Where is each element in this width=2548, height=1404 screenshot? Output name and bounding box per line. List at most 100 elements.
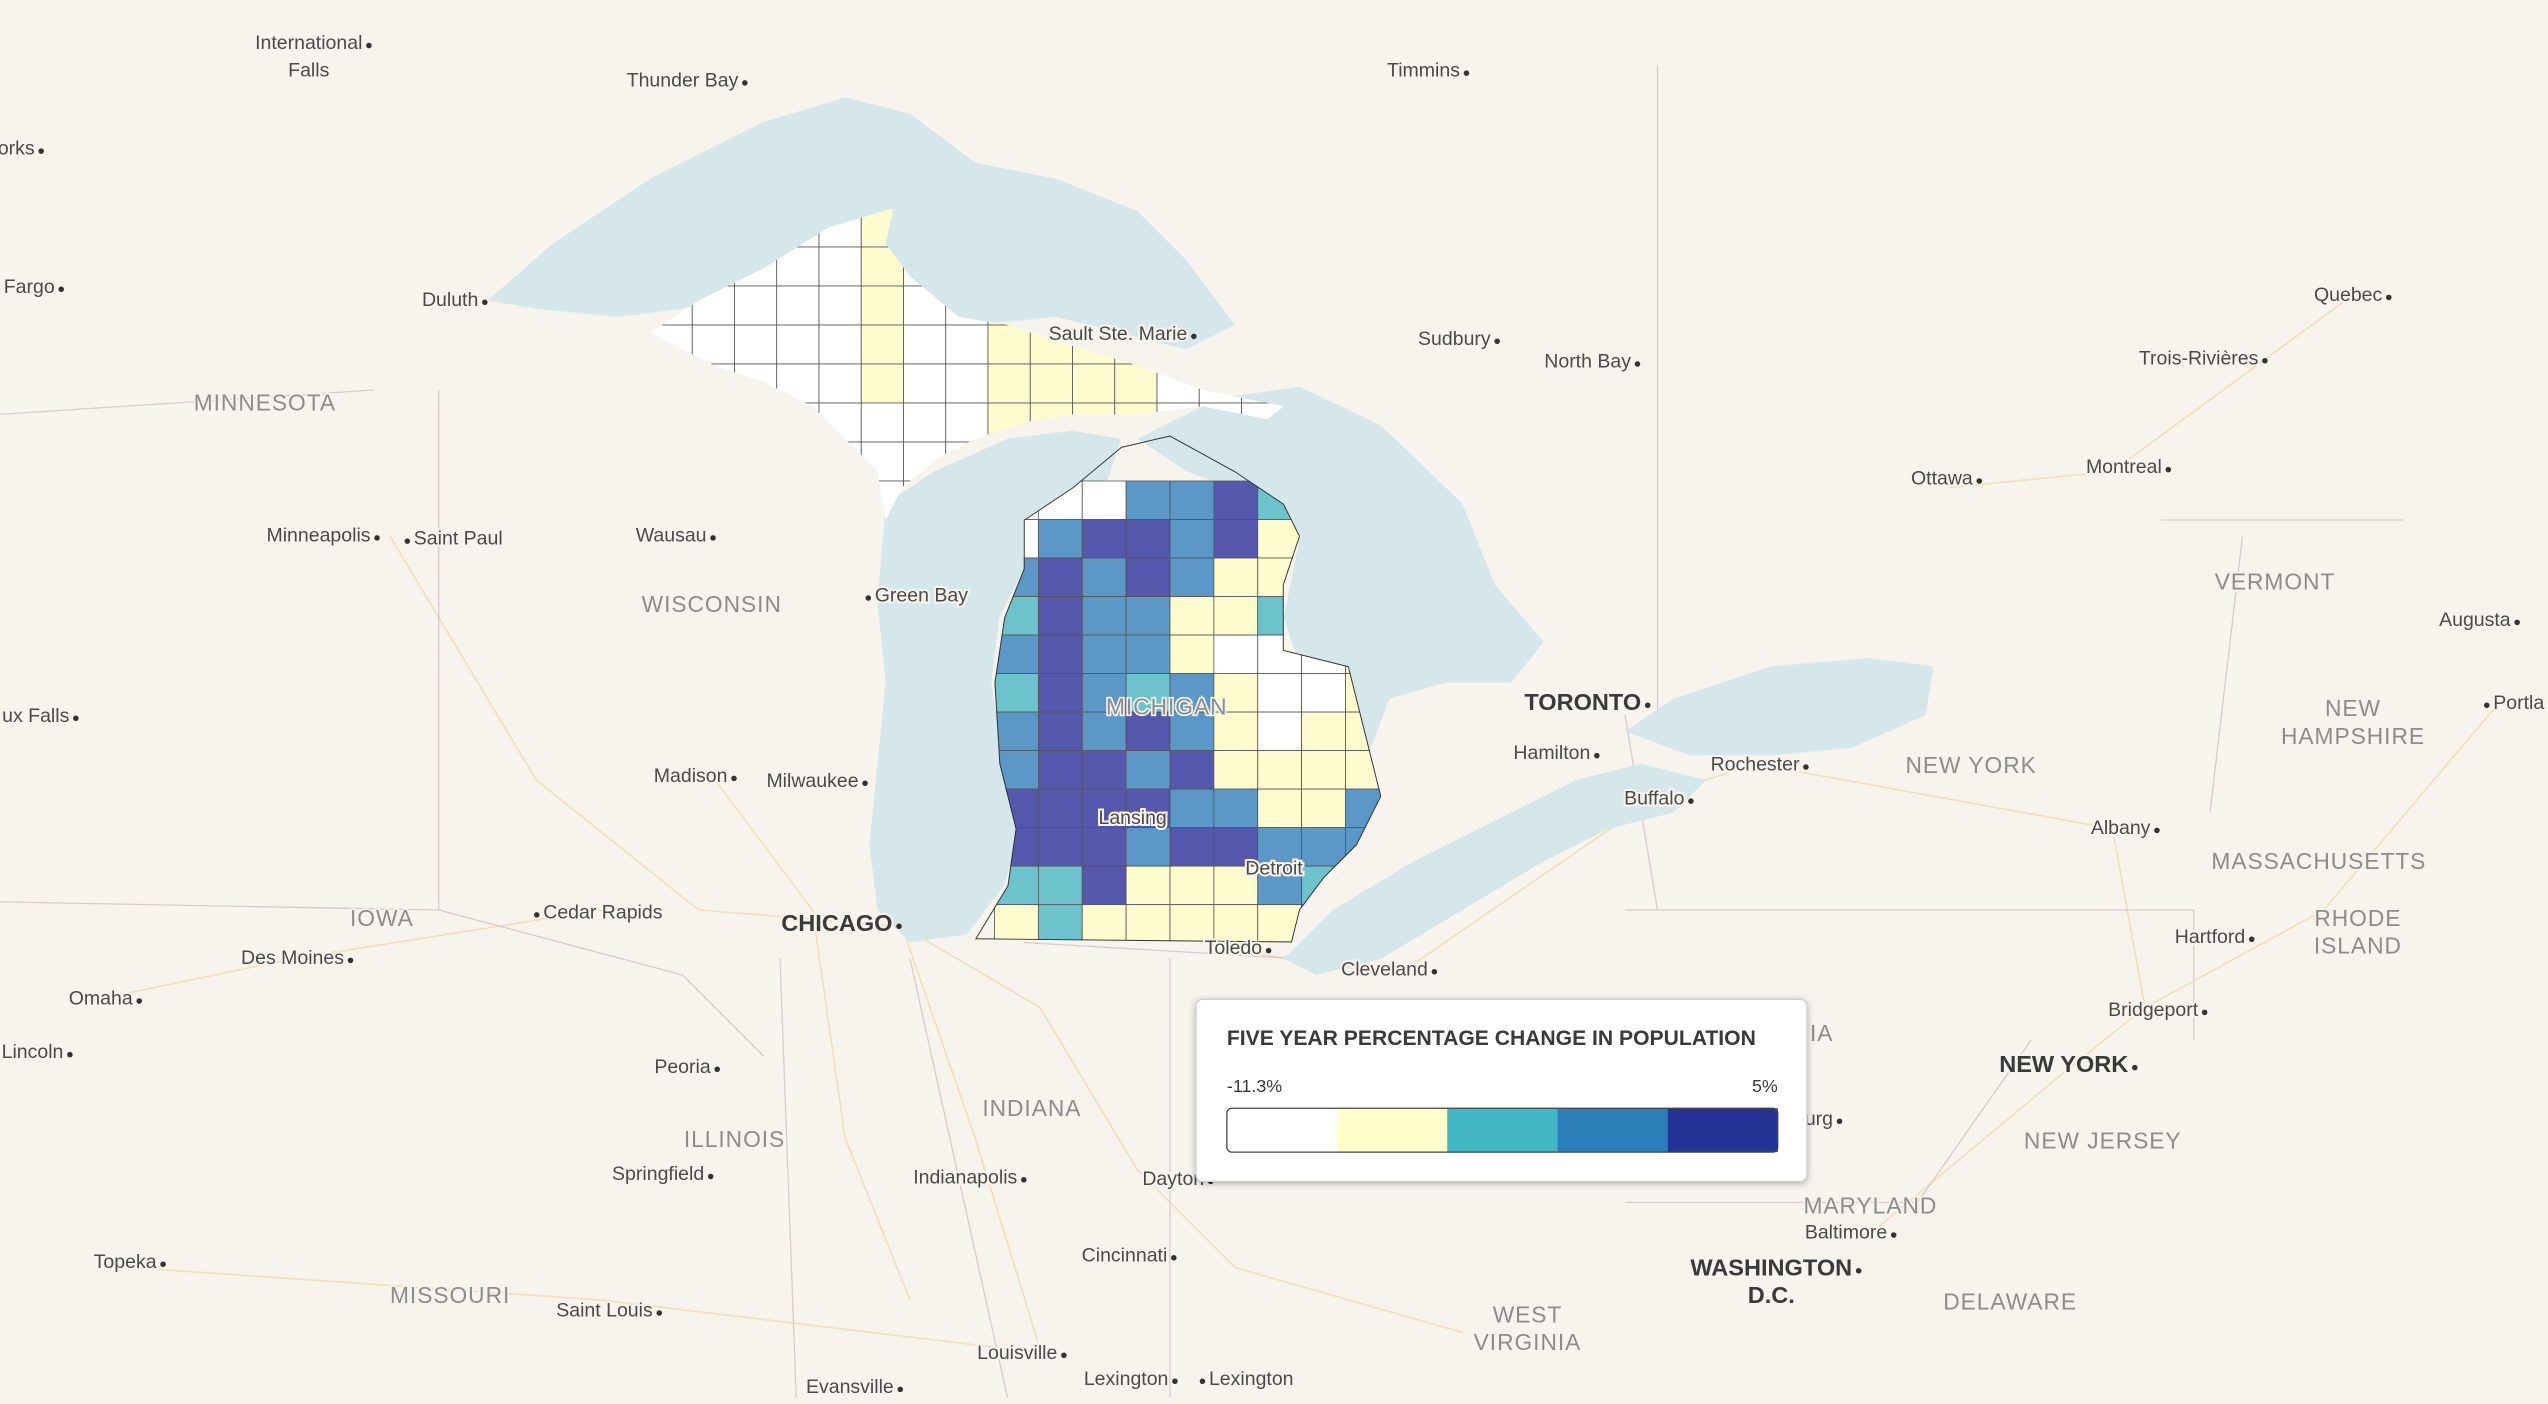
city-label: Lexington — [1084, 1368, 1169, 1390]
city-label: North Bay — [1544, 351, 1631, 373]
county — [1213, 904, 1259, 943]
city-dot — [374, 535, 380, 541]
city-label: Madison — [654, 765, 728, 787]
city-label: Sault Ste. Marie — [1049, 323, 1188, 345]
county — [1125, 596, 1171, 636]
city-label: Indianapolis — [913, 1166, 1017, 1188]
city-label: Portla — [2493, 692, 2544, 714]
city-dot — [2248, 936, 2255, 943]
city-label: Ottawa — [1911, 468, 1973, 490]
county — [1125, 827, 1171, 867]
city-label: Fargo — [4, 276, 55, 298]
county — [1213, 480, 1259, 520]
city-label: Detroit — [1245, 858, 1303, 880]
roads — [97, 291, 2504, 1350]
legend-min-label: -11.3% — [1227, 1076, 1282, 1096]
county — [1125, 480, 1171, 520]
city-dot — [2154, 827, 2160, 834]
county — [994, 711, 1039, 751]
city-dot — [896, 923, 902, 930]
city-dot — [2165, 466, 2172, 473]
county — [1125, 519, 1171, 559]
city-dot — [136, 998, 142, 1004]
legend-content: FIVE YEAR PERCENTAGE CHANGE IN POPULATIO… — [1226, 1027, 1779, 1153]
city-dot — [160, 1261, 166, 1268]
county — [776, 285, 820, 326]
county — [1037, 711, 1083, 751]
state-label: ISLAND — [2314, 932, 2402, 958]
city-dot — [1836, 1118, 1843, 1125]
county — [818, 324, 862, 365]
county — [1257, 788, 1303, 829]
city-label: Cleveland — [1341, 958, 1428, 980]
city-dot — [714, 1066, 720, 1073]
county — [691, 324, 735, 365]
county — [1081, 865, 1127, 906]
county — [945, 402, 989, 443]
county — [1037, 596, 1083, 636]
state-label: VERMONT — [2215, 568, 2336, 594]
county — [945, 324, 989, 365]
city-label: Cincinnati — [1082, 1244, 1168, 1266]
city-label: Springfield — [612, 1163, 704, 1185]
county — [1072, 363, 1116, 404]
county — [1081, 904, 1127, 943]
county — [818, 285, 862, 326]
lake-ontario — [1625, 658, 1934, 756]
city-dot — [2262, 357, 2268, 364]
major-city-label: TORONTO — [1524, 689, 1641, 715]
city-label: Lincoln — [2, 1041, 64, 1063]
city-label: Wausau — [636, 524, 707, 546]
county — [1169, 865, 1215, 906]
city-label: Buffalo — [1624, 788, 1685, 810]
county — [1125, 750, 1171, 790]
city-label: Cedar Rapids — [543, 901, 662, 923]
city-dot — [1634, 361, 1641, 367]
county — [903, 324, 947, 365]
city-dot — [1855, 1267, 1862, 1274]
city-dot — [1688, 798, 1694, 804]
city-label: Evansville — [806, 1376, 894, 1398]
major-city-label: NEW YORK — [1999, 1051, 2128, 1077]
county — [1125, 904, 1171, 943]
city-dot — [1191, 333, 1197, 340]
legend-swatch — [1226, 1108, 1338, 1153]
city-dot — [707, 1173, 714, 1180]
county — [1257, 750, 1303, 790]
city-label: Toledo — [1205, 937, 1263, 959]
legend-bar-outline — [1226, 1107, 1779, 1153]
state-label: MICHIGAN — [1106, 694, 1228, 720]
county — [1213, 596, 1259, 636]
legend-color-bar — [1226, 1107, 1779, 1153]
lower-peninsula-counties — [975, 435, 1382, 943]
county — [734, 324, 778, 365]
city-dot — [533, 912, 540, 918]
city-dot — [656, 1310, 663, 1316]
city-label: Montreal — [2086, 456, 2162, 478]
city-label: Trois-Rivières — [2139, 347, 2259, 369]
county — [1169, 519, 1215, 559]
city-label: Bridgeport — [2108, 999, 2199, 1021]
county — [1213, 634, 1259, 674]
state-label: WISCONSIN — [642, 591, 782, 617]
legend-swatch — [1337, 1108, 1448, 1153]
city-dot — [67, 1051, 73, 1058]
county — [1257, 711, 1303, 751]
county — [1037, 634, 1083, 674]
city-dot — [347, 957, 354, 964]
county — [860, 363, 904, 404]
city-label: Sudbury — [1418, 328, 1491, 350]
county — [1037, 519, 1083, 559]
state-label: INDIANA — [982, 1095, 1081, 1121]
legend-max-label: 5% — [1752, 1076, 1778, 1096]
legend-swatch — [1667, 1108, 1778, 1153]
county — [860, 285, 904, 326]
county — [1081, 750, 1127, 790]
major-city-label: WASHINGTON — [1690, 1254, 1852, 1280]
major-city-label: D.C. — [1748, 1282, 1795, 1308]
city-dot — [865, 595, 872, 601]
city-dot — [1171, 1254, 1177, 1261]
city-dot — [73, 715, 79, 722]
county — [1301, 788, 1346, 829]
